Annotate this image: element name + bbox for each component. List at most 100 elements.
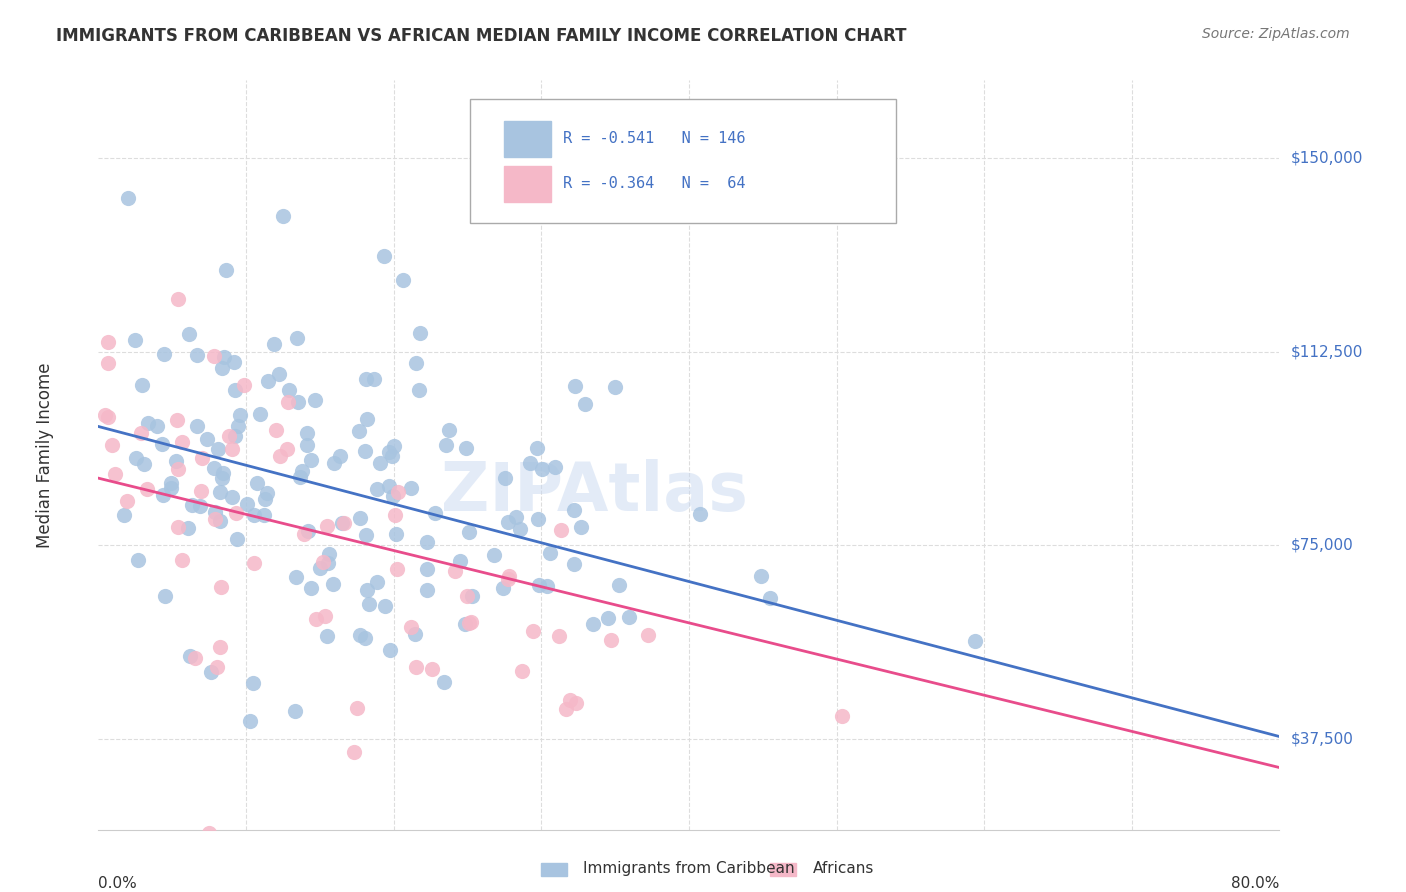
Point bbox=[415, 582, 437, 597]
Point bbox=[215, 263, 238, 277]
Point bbox=[177, 327, 200, 342]
Point bbox=[190, 484, 212, 499]
Point bbox=[378, 445, 401, 459]
Point bbox=[562, 503, 585, 517]
Point bbox=[297, 524, 319, 538]
Point bbox=[315, 629, 337, 643]
Point bbox=[544, 460, 567, 475]
Text: $112,500: $112,500 bbox=[1291, 344, 1362, 359]
Point bbox=[276, 442, 298, 457]
Text: $37,500: $37,500 bbox=[1291, 731, 1354, 747]
Point bbox=[409, 326, 432, 341]
Point bbox=[202, 350, 225, 364]
Point bbox=[408, 383, 430, 397]
Point bbox=[218, 428, 240, 442]
Point bbox=[124, 333, 146, 347]
Point bbox=[359, 597, 381, 611]
Point bbox=[101, 438, 124, 452]
Point bbox=[204, 461, 226, 475]
Point bbox=[461, 589, 484, 603]
Point bbox=[314, 608, 336, 623]
Point bbox=[267, 368, 290, 382]
Point bbox=[316, 518, 339, 533]
Point bbox=[94, 408, 117, 422]
Point bbox=[226, 418, 249, 433]
Point bbox=[382, 439, 405, 453]
Point bbox=[207, 442, 229, 456]
Point bbox=[356, 412, 378, 426]
Point bbox=[153, 347, 176, 361]
Point bbox=[264, 424, 287, 438]
Point bbox=[921, 838, 943, 852]
FancyBboxPatch shape bbox=[471, 99, 896, 223]
Point bbox=[112, 508, 135, 522]
Point bbox=[366, 574, 388, 589]
Point bbox=[536, 578, 558, 592]
Point bbox=[505, 510, 527, 524]
Point bbox=[948, 853, 970, 867]
Point bbox=[527, 511, 550, 525]
Point bbox=[212, 350, 235, 364]
Text: R = -0.541   N = 146: R = -0.541 N = 146 bbox=[562, 131, 745, 146]
Point bbox=[208, 484, 231, 499]
Point bbox=[97, 410, 120, 425]
Point bbox=[456, 589, 478, 603]
Text: Median Family Income: Median Family Income bbox=[37, 362, 55, 548]
Point bbox=[434, 438, 457, 452]
Point bbox=[150, 436, 173, 450]
Point bbox=[115, 493, 138, 508]
Point bbox=[284, 704, 307, 718]
Point bbox=[347, 424, 370, 438]
Point bbox=[437, 423, 460, 437]
Point bbox=[330, 516, 353, 530]
Point bbox=[209, 514, 232, 528]
Point bbox=[373, 249, 395, 263]
Point bbox=[322, 456, 344, 470]
Point bbox=[356, 527, 378, 541]
Point bbox=[382, 489, 405, 503]
Point bbox=[619, 609, 641, 624]
Point bbox=[299, 581, 322, 595]
Point bbox=[343, 745, 366, 759]
Point bbox=[316, 556, 339, 570]
Point bbox=[522, 624, 544, 639]
Point bbox=[179, 648, 201, 663]
Point bbox=[381, 449, 404, 463]
Point bbox=[170, 553, 193, 567]
Point bbox=[607, 578, 630, 592]
Text: 80.0%: 80.0% bbox=[1232, 876, 1279, 891]
Point bbox=[454, 617, 477, 632]
Point bbox=[246, 475, 269, 490]
Point bbox=[190, 499, 212, 513]
Point bbox=[186, 348, 208, 362]
Point bbox=[221, 490, 243, 504]
Point bbox=[387, 485, 409, 500]
Point bbox=[329, 450, 352, 464]
Point bbox=[212, 466, 235, 480]
Point bbox=[191, 450, 214, 465]
Point bbox=[132, 457, 155, 471]
Point bbox=[366, 482, 388, 496]
Point bbox=[498, 569, 520, 583]
Point bbox=[297, 425, 319, 440]
Point bbox=[831, 709, 853, 723]
Point bbox=[554, 701, 576, 715]
Point bbox=[209, 640, 232, 654]
Point bbox=[596, 611, 619, 625]
Point bbox=[433, 674, 456, 689]
Point bbox=[165, 453, 187, 467]
Point bbox=[415, 535, 437, 549]
Point bbox=[136, 482, 159, 496]
Point bbox=[225, 506, 247, 520]
Point bbox=[454, 441, 477, 455]
Point bbox=[415, 561, 437, 575]
Point bbox=[420, 662, 443, 676]
Point bbox=[758, 591, 780, 606]
Point bbox=[385, 562, 408, 576]
Point bbox=[160, 481, 183, 495]
Point bbox=[131, 378, 153, 392]
Point bbox=[204, 512, 226, 526]
Point bbox=[166, 520, 188, 534]
Point bbox=[349, 511, 371, 525]
Point bbox=[211, 361, 233, 376]
